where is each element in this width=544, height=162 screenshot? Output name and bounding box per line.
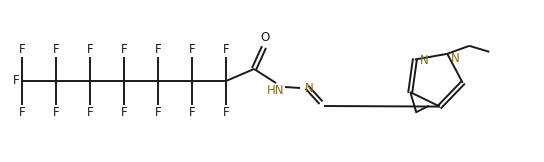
- Text: F: F: [18, 43, 26, 56]
- Text: HN: HN: [267, 84, 285, 97]
- Text: F: F: [154, 106, 162, 119]
- Text: F: F: [222, 43, 230, 56]
- Text: F: F: [154, 43, 162, 56]
- Text: F: F: [121, 106, 127, 119]
- Text: F: F: [18, 106, 26, 119]
- Text: N: N: [305, 82, 314, 96]
- Text: F: F: [189, 43, 195, 56]
- Text: F: F: [86, 106, 94, 119]
- Text: O: O: [261, 31, 270, 44]
- Text: F: F: [222, 106, 230, 119]
- Text: F: F: [86, 43, 94, 56]
- Text: F: F: [121, 43, 127, 56]
- Text: F: F: [13, 75, 19, 87]
- Text: N: N: [420, 54, 429, 67]
- Text: F: F: [53, 43, 59, 56]
- Text: N: N: [452, 52, 460, 65]
- Text: F: F: [189, 106, 195, 119]
- Text: F: F: [53, 106, 59, 119]
